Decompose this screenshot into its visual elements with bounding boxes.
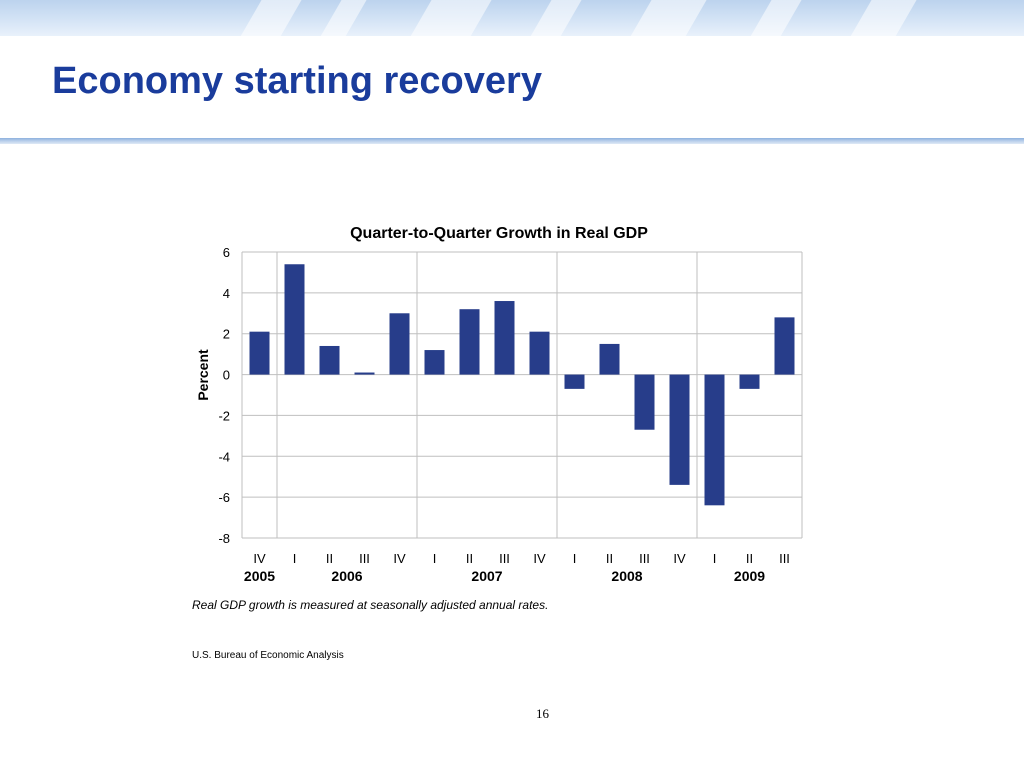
bar-2 <box>319 345 340 375</box>
gdp-chart: Quarter-to-Quarter Growth in Real GDP 6 4… <box>192 225 803 661</box>
y-tick-label: 4 <box>223 286 230 301</box>
bar-4 <box>389 313 410 375</box>
x-tick-label: II <box>326 551 333 566</box>
chart-note: Real GDP growth is measured at seasonall… <box>192 598 548 612</box>
year-label: 2007 <box>471 568 502 584</box>
x-tick-label: IV <box>533 551 546 566</box>
x-tick-label: I <box>573 551 577 566</box>
title-area <box>0 36 1024 138</box>
x-tick-label: III <box>779 551 790 566</box>
y-axis-label: Percent <box>195 349 211 401</box>
slide-title: Economy starting recovery <box>52 60 542 102</box>
bar-10 <box>599 343 620 375</box>
bar-0 <box>249 331 270 375</box>
x-tick-label: I <box>293 551 297 566</box>
y-tick-label: -8 <box>218 531 230 546</box>
x-tick-label: III <box>359 551 370 566</box>
y-tick-label: 0 <box>223 368 230 383</box>
header-band <box>0 0 1024 36</box>
x-tick-label: II <box>606 551 613 566</box>
year-label: 2005 <box>244 568 275 584</box>
bar-15 <box>774 317 795 375</box>
y-tick-label: 6 <box>223 245 230 260</box>
chart-bars <box>249 264 795 506</box>
year-label: 2009 <box>734 568 765 584</box>
bar-14 <box>739 374 760 389</box>
chart-title: Quarter-to-Quarter Growth in Real GDP <box>350 225 648 242</box>
bar-6 <box>459 309 480 375</box>
year-label: 2008 <box>611 568 642 584</box>
bar-13 <box>704 374 725 506</box>
bar-5 <box>424 350 445 375</box>
x-tick-label: II <box>746 551 753 566</box>
y-tick-label: 2 <box>223 327 230 342</box>
y-tick-label: -6 <box>218 490 230 505</box>
bar-9 <box>564 374 585 389</box>
title-divider <box>0 138 1024 144</box>
x-tick-label: IV <box>253 551 266 566</box>
content-area: Quarter-to-Quarter Growth in Real GDP 6 4… <box>2 144 1023 768</box>
bar-7 <box>494 301 515 375</box>
y-tick-label: -4 <box>218 449 230 464</box>
x-tick-label: III <box>499 551 510 566</box>
chart-source: U.S. Bureau of Economic Analysis <box>192 650 344 661</box>
bar-1 <box>284 264 305 375</box>
bar-11 <box>634 374 655 430</box>
y-tick-label: -2 <box>218 408 230 423</box>
bar-12 <box>669 374 690 485</box>
bar-8 <box>529 331 550 375</box>
x-tick-label: I <box>433 551 437 566</box>
x-tick-label: IV <box>673 551 686 566</box>
bar-3 <box>354 372 375 375</box>
x-tick-label: III <box>639 551 650 566</box>
page-number: 16 <box>536 706 549 721</box>
x-tick-label: IV <box>393 551 406 566</box>
x-tick-label: II <box>466 551 473 566</box>
year-label: 2006 <box>331 568 362 584</box>
x-tick-label: I <box>713 551 717 566</box>
